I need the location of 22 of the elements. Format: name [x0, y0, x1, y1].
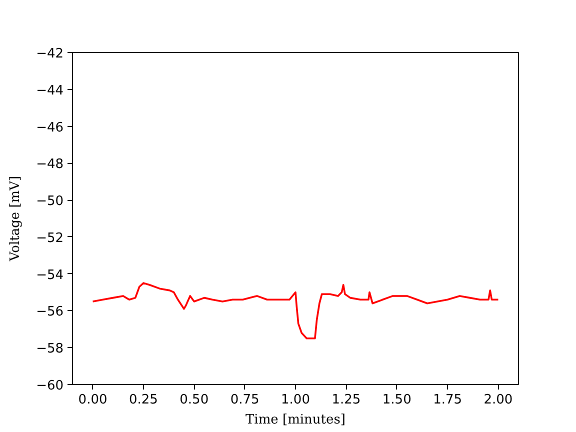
- x-tick-label: 1.00: [281, 392, 310, 408]
- x-tick-label: 0.50: [180, 392, 209, 408]
- y-tick-label: −44: [36, 83, 64, 98]
- x-tick-label: 0.00: [78, 392, 108, 408]
- y-tick-label: −56: [36, 304, 64, 320]
- y-tick-label: −50: [36, 194, 64, 210]
- y-tick-label: −60: [36, 378, 64, 394]
- x-tick-label: 1.25: [332, 392, 361, 408]
- x-tick-label: 2.00: [484, 392, 513, 408]
- y-tick-label: −54: [36, 268, 64, 283]
- line-series: [92, 282, 500, 340]
- y-tick-label: −58: [36, 342, 64, 357]
- y-tick-label: −52: [36, 230, 64, 246]
- y-tick-label: −48: [36, 157, 64, 172]
- x-tick-label: 0.25: [128, 392, 158, 408]
- y-tick-label: −46: [36, 120, 64, 136]
- x-axis-title: Time [minutes]: [246, 412, 346, 428]
- x-tick-label: 0.75: [230, 392, 260, 408]
- y-axis-title: Voltage [mV]: [8, 176, 24, 262]
- x-tick-label: 1.75: [433, 392, 462, 408]
- x-tick-label: 1.50: [382, 392, 412, 408]
- y-tick-label: −42: [36, 46, 64, 62]
